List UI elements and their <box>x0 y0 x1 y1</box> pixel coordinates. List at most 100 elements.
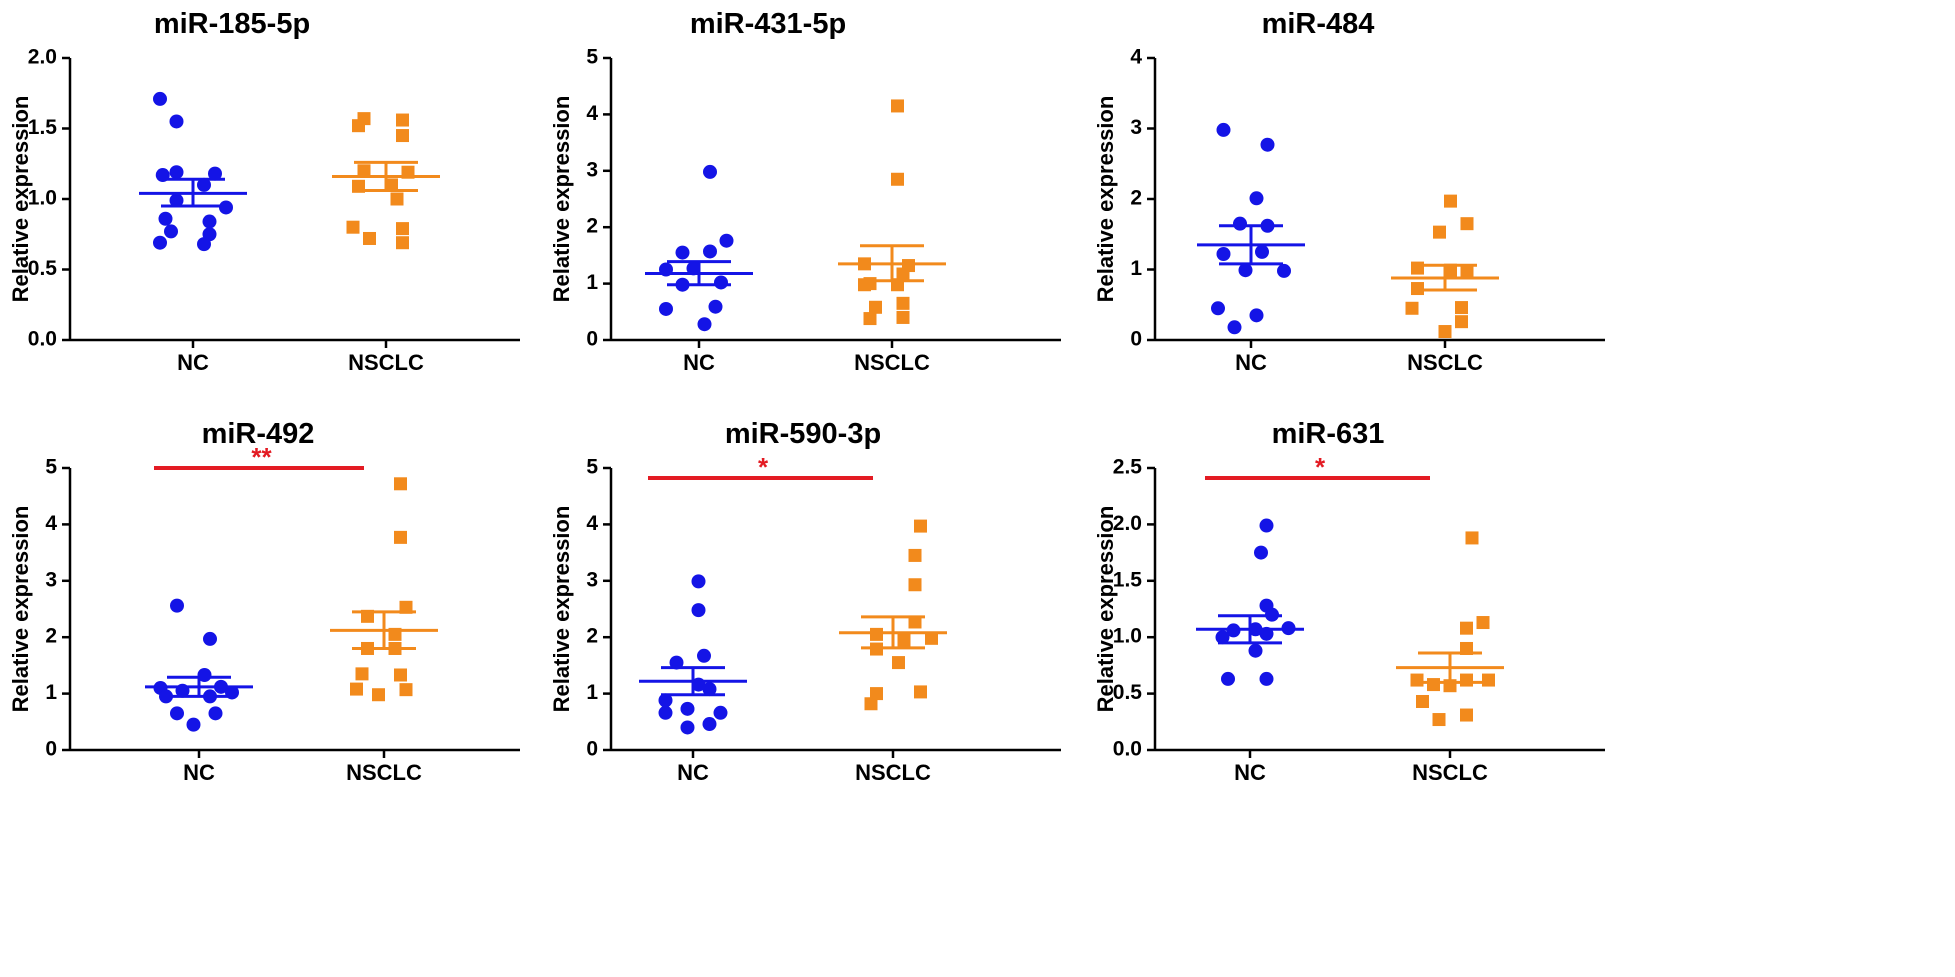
data-point <box>1433 225 1446 239</box>
data-point <box>169 165 184 180</box>
y-tick-label: 1 <box>1130 257 1142 280</box>
x-category-label: NC <box>1234 760 1266 785</box>
data-point <box>203 631 217 646</box>
series-nsclc <box>332 112 440 250</box>
data-point <box>713 705 728 720</box>
data-point <box>1416 694 1429 708</box>
data-point <box>680 720 695 735</box>
y-tick-label: 3 <box>586 568 598 591</box>
data-point <box>1460 673 1473 687</box>
x-category-label: NC <box>677 760 709 785</box>
data-point <box>897 633 911 647</box>
data-point <box>658 693 673 708</box>
data-point <box>350 682 363 696</box>
data-point <box>1432 713 1446 727</box>
data-point <box>675 245 690 260</box>
y-tick-label: 2 <box>586 625 598 648</box>
chart-title: miR-492 <box>202 418 315 450</box>
data-point <box>1211 301 1225 316</box>
data-point <box>170 706 184 721</box>
data-point <box>896 296 910 310</box>
y-axis-label: Relative expression <box>8 96 33 303</box>
data-point <box>863 312 877 326</box>
significance-label: * <box>1315 452 1326 482</box>
data-point <box>896 267 910 281</box>
data-point <box>1438 325 1452 339</box>
series-nsclc <box>839 519 947 711</box>
data-point <box>164 224 178 239</box>
data-point <box>394 477 407 491</box>
data-point <box>1460 621 1473 635</box>
y-tick-label: 1.0 <box>28 187 57 210</box>
y-tick-label: 1.5 <box>28 116 58 139</box>
data-point <box>925 631 938 645</box>
y-tick-label: 2.0 <box>28 46 57 69</box>
y-tick-label: 4 <box>1130 46 1142 69</box>
significance-label: ** <box>251 442 272 472</box>
chart-title: miR-590-3p <box>725 418 881 450</box>
y-tick-label: 1 <box>586 271 598 294</box>
x-category-label: NC <box>177 350 209 375</box>
chart-mir-631: miR-631 Relative expression 0.0 0.5 1.0 1.5 2.… <box>1093 418 1605 785</box>
data-point <box>186 717 201 732</box>
data-point <box>719 233 734 248</box>
y-tick-label: 0.0 <box>1113 738 1142 761</box>
data-point <box>346 220 360 234</box>
data-point <box>686 261 701 276</box>
data-point <box>159 689 173 704</box>
data-point <box>372 688 385 702</box>
series-nc <box>639 574 747 735</box>
y-tick-label: 4 <box>586 512 598 535</box>
data-point <box>697 648 711 663</box>
x-category-label: NC <box>183 760 215 785</box>
series-nsclc <box>1391 194 1499 339</box>
data-point <box>394 668 407 682</box>
data-point <box>153 91 167 106</box>
x-category-label: NSCLC <box>1412 760 1488 785</box>
x-category-label: NSCLC <box>346 760 422 785</box>
data-point <box>896 310 910 324</box>
y-tick-label: 5 <box>45 456 57 479</box>
x-category-label: NSCLC <box>855 760 931 785</box>
data-point <box>355 667 369 681</box>
y-tick-label: 3 <box>586 158 598 181</box>
chart-mir-492: miR-492 Relative expression 0 1 2 3 4 5 NC NSCLC *… <box>8 418 520 785</box>
data-point <box>869 300 882 314</box>
data-point <box>197 237 211 252</box>
y-tick-label: 3 <box>45 568 57 591</box>
data-point <box>1259 518 1274 533</box>
data-point <box>669 655 684 670</box>
data-point <box>1249 308 1264 323</box>
data-point <box>1277 263 1291 278</box>
data-point <box>703 164 717 179</box>
y-tick-label: 1 <box>45 681 57 704</box>
data-point <box>1405 301 1419 315</box>
data-point <box>202 214 217 229</box>
data-point <box>702 682 717 697</box>
y-tick-label: 0 <box>586 328 598 351</box>
data-point <box>1249 191 1264 206</box>
data-point <box>714 275 728 290</box>
data-point <box>208 706 223 721</box>
chart-mir-590-3p: miR-590-3p Relative expression 0 1 2 3 4 5 NC NSC… <box>549 418 1061 785</box>
x-category-label: NSCLC <box>348 350 424 375</box>
data-point <box>169 114 184 129</box>
data-point <box>169 193 184 208</box>
significance-label: * <box>758 452 769 482</box>
data-point <box>703 244 717 259</box>
data-point <box>396 129 409 143</box>
chart-mir-185-5p: miR-185-5p Relative expression 0.0 0.5 1.0 1.… <box>8 8 520 375</box>
y-tick-label: 0 <box>45 738 57 761</box>
data-point <box>394 530 407 544</box>
data-point <box>1216 122 1231 137</box>
data-point <box>1455 301 1468 315</box>
data-point <box>691 574 706 589</box>
y-axis-label: Relative expression <box>549 96 574 303</box>
data-point <box>399 683 413 697</box>
y-tick-label: 0 <box>1130 328 1142 351</box>
y-tick-label: 3 <box>1130 116 1142 139</box>
series-nc <box>139 91 247 252</box>
data-point <box>1427 678 1440 692</box>
data-point <box>1238 263 1253 278</box>
